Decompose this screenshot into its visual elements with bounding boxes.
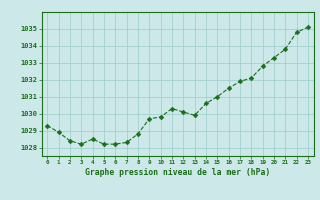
X-axis label: Graphe pression niveau de la mer (hPa): Graphe pression niveau de la mer (hPa) [85, 168, 270, 177]
